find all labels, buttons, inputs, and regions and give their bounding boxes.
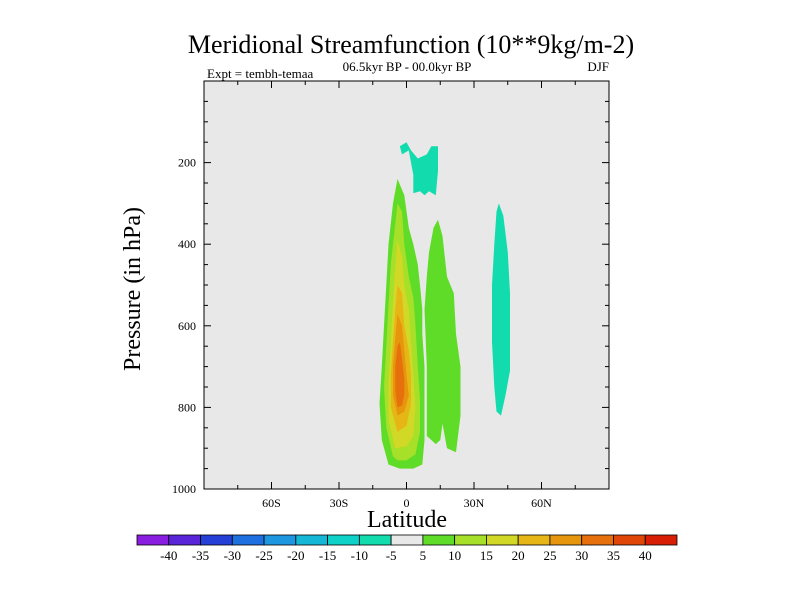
contour-region-5-1 (424, 219, 461, 453)
colorbar-box (136, 534, 170, 546)
y-tick-label: 200 (178, 156, 196, 170)
colorbar-box (231, 534, 265, 546)
colorbar-box (390, 534, 424, 546)
colorbar-label: -5 (386, 548, 397, 563)
colorbar-box (613, 534, 646, 546)
colorbar-label: -10 (351, 548, 368, 563)
colorbar-label: 25 (543, 548, 556, 563)
colorbar-label: 10 (448, 548, 461, 563)
left-subtitle: Expt = tembh-temaa (207, 66, 313, 81)
colorbar-label: -30 (224, 548, 241, 563)
colorbar-box (454, 534, 487, 546)
x-tick-label: 30S (330, 496, 349, 510)
colorbar-box (263, 534, 297, 546)
colorbar-label: 5 (420, 548, 427, 563)
colorbar-box (327, 534, 360, 546)
y-tick-label: 800 (178, 400, 196, 414)
right-subtitle: DJF (587, 59, 609, 74)
y-tick-label: 600 (178, 319, 196, 333)
colorbar-label: 40 (639, 548, 652, 563)
colorbar-box (295, 534, 328, 546)
y-tick-label: 400 (178, 237, 196, 251)
colorbar-box (168, 534, 201, 546)
y-axis-label: Pressure (in hPa) (120, 207, 146, 371)
x-tick-label: 60N (531, 496, 552, 510)
colorbar-box (486, 534, 519, 546)
colorbar-box (200, 534, 233, 546)
colorbar-box (581, 534, 614, 546)
tick-layer: 60S 30S 0 30N 60N 200 400 600 800 1000 (172, 80, 610, 510)
contour-region-30-6 (395, 342, 405, 408)
colorbar-label: 20 (512, 548, 525, 563)
chart-title: Meridional Streamfunction (10**9kg/m-2) (188, 30, 634, 59)
colorbar-label: -20 (287, 548, 304, 563)
x-tick-label: 60S (262, 496, 281, 510)
x-tick-label: 0 (404, 496, 410, 510)
colorbar-label: -35 (192, 548, 209, 563)
x-tick-label: 30N (464, 496, 485, 510)
colorbar-label: 35 (607, 548, 620, 563)
y-tick-label: 1000 (172, 482, 196, 496)
colorbar-label: 15 (480, 548, 493, 563)
colorbar-label: -40 (160, 548, 177, 563)
colorbar-label: 30 (575, 548, 588, 563)
colorbar: -40 -35 -30 -25 -20 -15 -10 -5 5 10 15 20 25 30 35 40 (136, 534, 678, 563)
colorbar-box (644, 534, 678, 546)
colorbar-box (549, 534, 583, 546)
x-axis-label: Latitude (367, 507, 447, 533)
colorbar-box (358, 534, 392, 546)
colorbar-box (422, 534, 456, 546)
center-subtitle: 06.5kyr BP - 00.0kyr BP (343, 59, 472, 74)
contour-region-neg5-7 (492, 203, 510, 416)
plot-frame (203, 80, 610, 490)
colorbar-label: -25 (255, 548, 272, 563)
contour-layer (379, 142, 510, 469)
colorbar-box (517, 534, 551, 546)
colorbar-label: -15 (319, 548, 336, 563)
contour-region-neg5-8 (399, 142, 438, 196)
